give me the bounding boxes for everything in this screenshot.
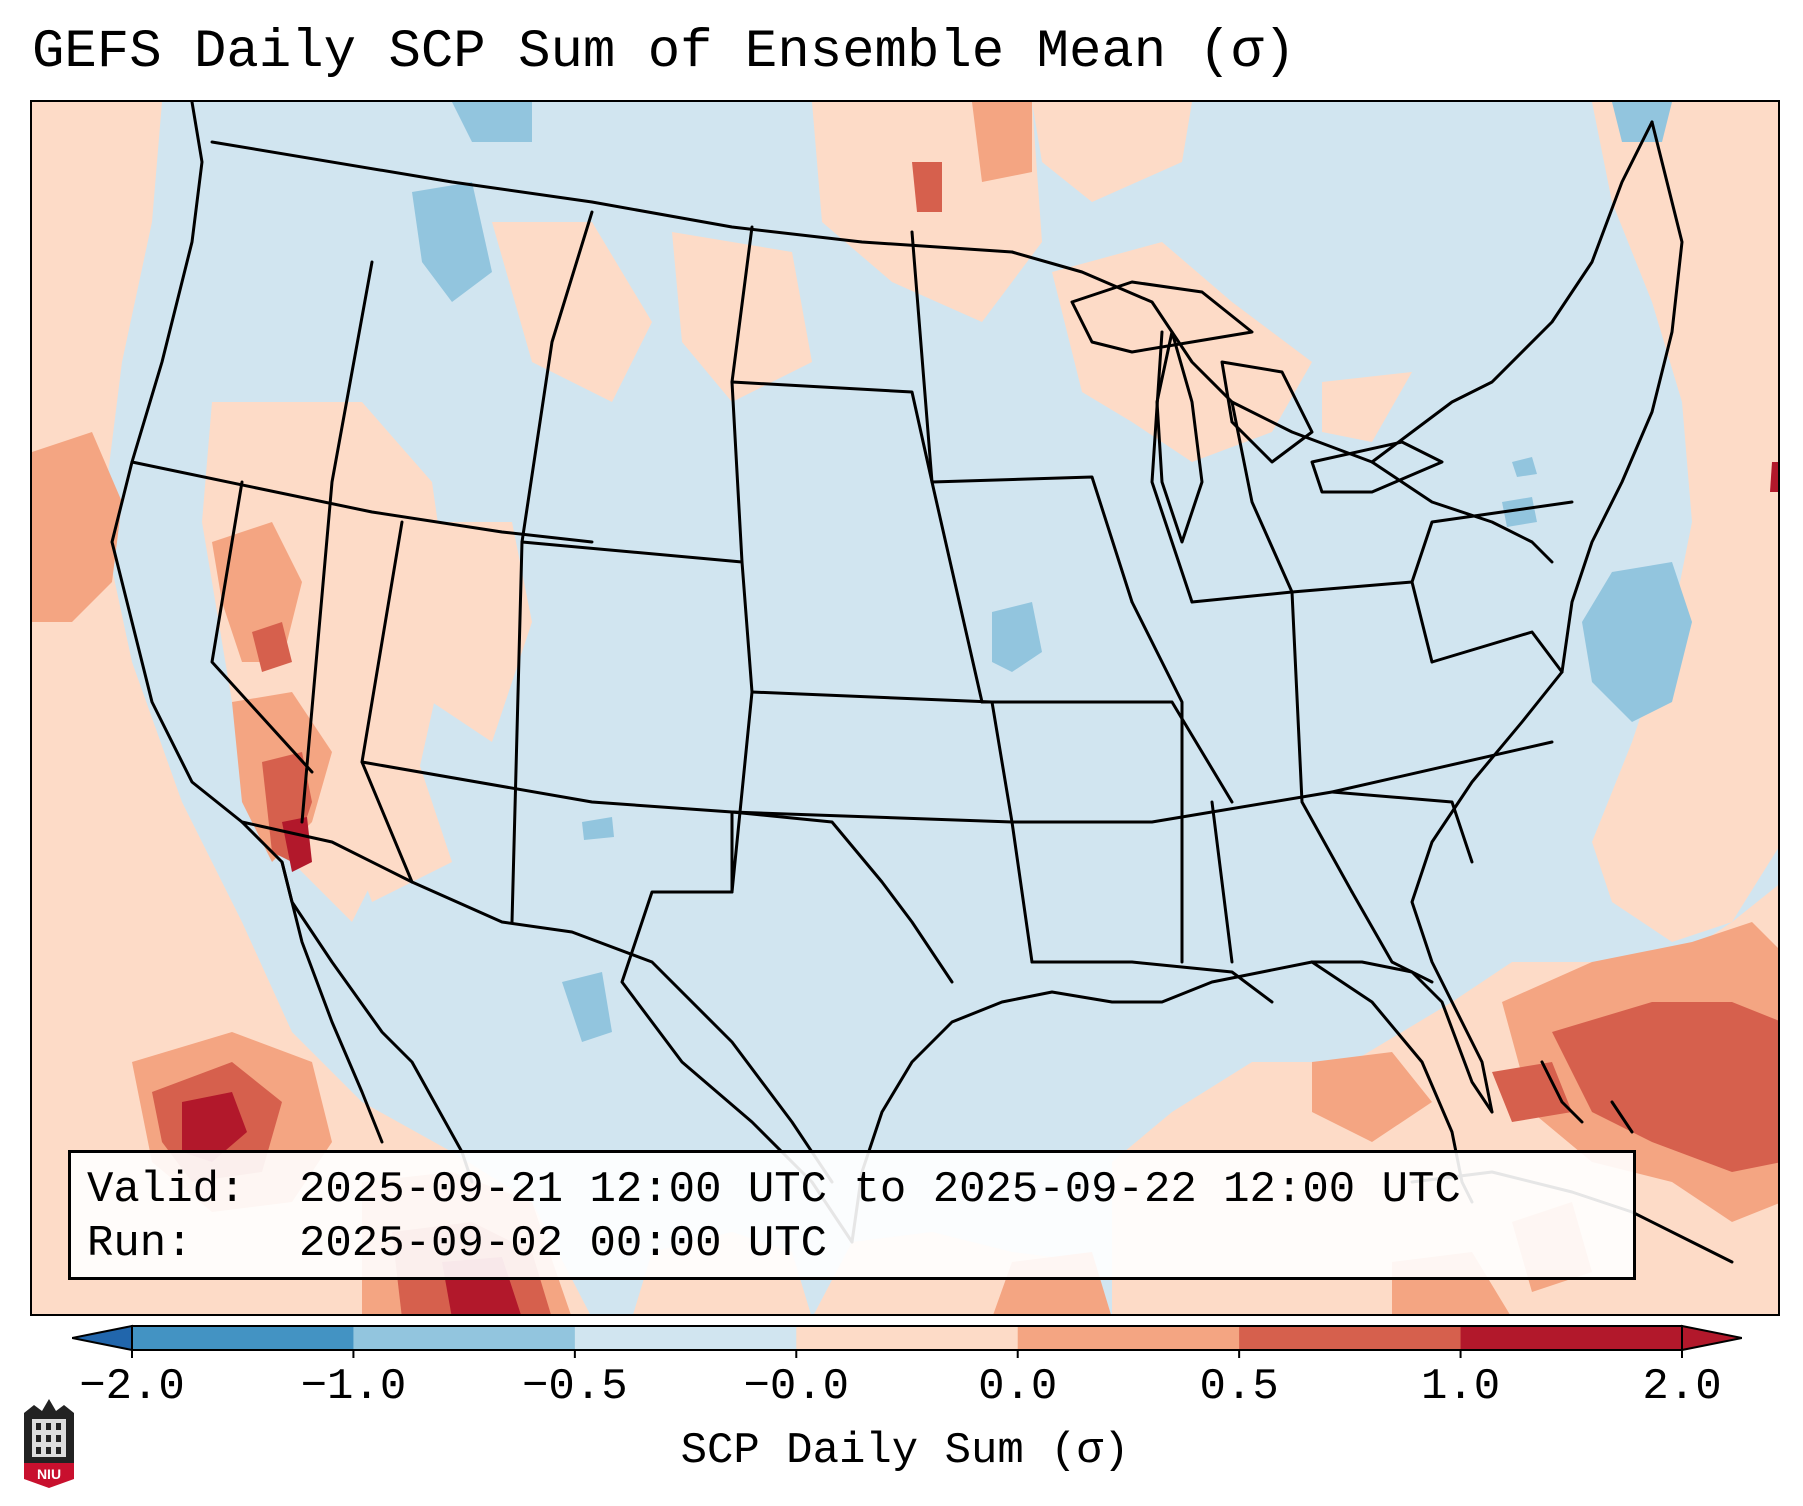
state-line-7 [520,540,754,894]
map-svg [32,102,1778,1314]
colorbar-segment [574,1326,797,1350]
northeast-border [1370,120,1654,464]
colorbar-segment [1460,1326,1683,1350]
map-panel [30,100,1780,1316]
colorbar-tick-label: −1.0 [300,1362,407,1412]
niu-logo: NIU [20,1393,78,1494]
colorbar-tick-label: 0.5 [1199,1362,1279,1412]
colorbar [71,1318,1743,1363]
state-line-11 [730,810,1034,964]
state-line-17 [1130,600,1184,964]
mexico-us-border [240,820,834,1184]
valid-row: Valid: 2025-09-21 12:00 UTC to 2025-09-2… [87,1163,1617,1217]
colorbar-segment [132,1326,354,1350]
colorbar-tick-label: 1.0 [1420,1362,1501,1412]
colorbar-segment [353,1326,576,1350]
boundaries [110,102,1734,1264]
anomaly-blue [412,102,1692,1042]
colorbar-segment [1239,1326,1462,1350]
state-line-24 [1330,790,1474,864]
state-line-20 [1410,500,1574,584]
colorbar-frame [131,1325,1683,1351]
map-title: GEFS Daily SCP Sum of Ensemble Mean (σ) [32,22,1296,83]
colorbar-tick-label: −0.5 [522,1362,628,1412]
baja-coastline [280,860,384,1144]
colorbar-tick-label: 2.0 [1642,1362,1722,1412]
state-line-13 [930,475,1134,604]
state-line-6 [510,210,594,924]
colorbar-tick-label: −2.0 [79,1362,185,1412]
run-label: Run: [87,1219,193,1269]
colorbar-tick-label: 0.0 [978,1362,1058,1412]
state-line-14 [980,700,1234,804]
colorbar-tick-label: −0.0 [743,1362,850,1412]
colorbar-under-arrow [71,1324,133,1352]
run-row: Run: 2025-09-02 00:00 UTC [87,1217,1617,1271]
valid-label: Valid: [87,1165,246,1215]
lake-huron [1220,360,1314,464]
canada-us-border [210,140,1014,254]
state-line-18 [1190,580,1434,664]
state-line-2 [210,480,314,774]
state-line-9 [730,380,934,484]
valid-value: 2025-09-21 12:00 UTC to 2025-09-22 12:00… [299,1165,1461,1215]
colorbar-segment [1017,1326,1240,1350]
state-line-3 [300,260,374,824]
state-line-25 [1150,330,1194,604]
run-value: 2025-09-02 00:00 UTC [299,1219,828,1269]
state-line-19 [1290,590,1354,894]
niu-logo-icon: NIU [24,1399,74,1488]
colorbar-svg [71,1324,1743,1358]
state-line-5 [360,760,734,814]
colorbar-segment [796,1326,1019,1350]
gulf-coastline [850,960,1494,1244]
state-line-15 [1010,740,1554,824]
valid-run-info-box: Valid: 2025-09-21 12:00 UTC to 2025-09-2… [68,1150,1636,1280]
state-line-23 [1350,890,1434,984]
great-lakes-border [1010,250,1554,564]
bahamas [1540,1060,1634,1134]
lake-michigan [1155,330,1204,544]
colorbar-over-arrow [1681,1324,1743,1352]
state-line-16 [1030,960,1274,1004]
state-line-22 [1210,800,1234,964]
state-line-10 [750,690,1014,824]
state-line-1 [130,460,594,544]
state-line-21 [1430,630,1564,674]
east-coastline [1410,120,1684,1114]
lake-erie [1310,440,1444,494]
texas-north [730,810,954,984]
colorbar-label: SCP Daily Sum (σ) [680,1426,1130,1476]
state-line-26 [1230,400,1294,594]
niu-logo-text: NIU [37,1466,61,1482]
west-coastline [110,102,474,1184]
lake-superior [1070,280,1254,354]
